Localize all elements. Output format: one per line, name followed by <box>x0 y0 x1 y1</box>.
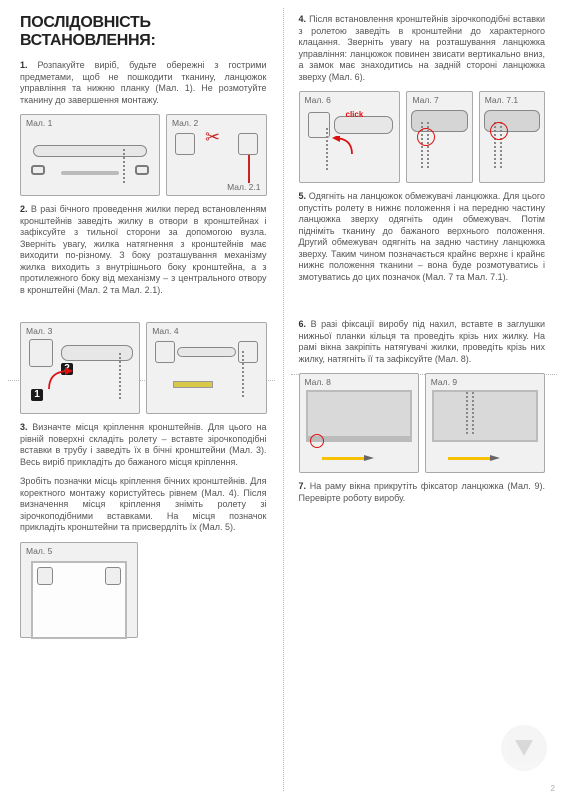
figure-7-caption: Мал. 7 <box>412 95 438 105</box>
figure-2-caption: Мал. 2 <box>172 118 198 128</box>
step-4-text: 4. Після встановлення кронштейнів зірочк… <box>299 14 546 83</box>
watermark-icon <box>501 725 547 771</box>
figure-2: Мал. 2 Мал. 2.1 ✂ <box>166 114 267 196</box>
step-3-body: Визначте місця кріплення кронштейнів. Дл… <box>20 422 267 467</box>
figure-3: Мал. 3 1 2 <box>20 322 140 414</box>
level-icon <box>173 381 213 388</box>
step-7-body: На раму вікна прикрутіть фіксатор ланцюж… <box>299 481 546 503</box>
step-5-body: Одягніть на ланцюжок обмежувачі ланцюжка… <box>299 191 546 282</box>
figure-71-caption: Мал. 7.1 <box>485 95 518 105</box>
screwdriver-icon <box>448 457 492 460</box>
figure-9-caption: Мал. 9 <box>431 377 457 387</box>
arrow-icon <box>45 367 75 393</box>
figure-21-caption: Мал. 2.1 <box>227 182 260 192</box>
figure-5: Мал. 5 <box>20 542 138 638</box>
step-7-text: 7. На раму вікна прикрутіть фіксатор лан… <box>299 481 546 504</box>
figure-6-caption: Мал. 6 <box>305 95 331 105</box>
figure-7-1: Мал. 7.1 <box>479 91 545 183</box>
step-4-body: Після встановлення кронштейнів зірочкопо… <box>299 14 546 82</box>
step-3-text: 3. Визначте місця кріплення кронштейнів.… <box>20 422 267 468</box>
figure-8-caption: Мал. 8 <box>305 377 331 387</box>
detail-circle-icon <box>417 128 435 146</box>
figure-8: Мал. 8 <box>299 373 419 473</box>
figure-5-caption: Мал. 5 <box>26 546 52 556</box>
step-1-body: Розпакуйте виріб, будьте обережні з гост… <box>20 60 267 105</box>
step-6-text: 6. В разі фіксації виробу під нахил, вст… <box>299 319 546 365</box>
right-column: 4. Після встановлення кронштейнів зірочк… <box>283 0 565 799</box>
step-2-text: 2. В разі бічного проведення жилки перед… <box>20 204 267 296</box>
step-2-body: В разі бічного проведення жилки перед вс… <box>20 204 267 295</box>
figure-1-caption: Мал. 1 <box>26 118 52 128</box>
page-title: ПОСЛІДОВНІСТЬ ВСТАНОВЛЕННЯ: <box>20 14 267 50</box>
step-1-text: 1. Розпакуйте виріб, будьте обережні з г… <box>20 60 267 106</box>
click-label: click <box>346 110 364 119</box>
figure-9: Мал. 9 <box>425 373 545 473</box>
step-5-text: 5. Одягніть на ланцюжок обмежувачі ланцю… <box>299 191 546 283</box>
page-number: 2 <box>551 784 555 793</box>
figure-1: Мал. 1 <box>20 114 160 196</box>
figure-7: Мал. 7 <box>406 91 472 183</box>
instruction-page: ПОСЛІДОВНІСТЬ ВСТАНОВЛЕННЯ: 1. Розпакуйт… <box>0 0 565 799</box>
label-1: 1 <box>31 389 43 401</box>
figure-6: Мал. 6 click <box>299 91 401 183</box>
detail-circle-icon <box>310 434 324 448</box>
vertical-divider <box>283 8 284 791</box>
scissors-icon: ✂ <box>205 127 220 148</box>
figure-4-caption: Мал. 4 <box>152 326 178 336</box>
screwdriver-icon <box>322 457 366 460</box>
step-6-body: В разі фіксації виробу під нахил, вставт… <box>299 319 546 364</box>
figure-3-caption: Мал. 3 <box>26 326 52 336</box>
detail-circle-icon <box>490 122 508 140</box>
arrow-icon <box>332 136 356 158</box>
step-3b-text: Зробіть позначки місць кріплення бічних … <box>20 476 267 534</box>
left-column: ПОСЛІДОВНІСТЬ ВСТАНОВЛЕННЯ: 1. Розпакуйт… <box>0 0 283 799</box>
figure-4: Мал. 4 <box>146 322 266 414</box>
